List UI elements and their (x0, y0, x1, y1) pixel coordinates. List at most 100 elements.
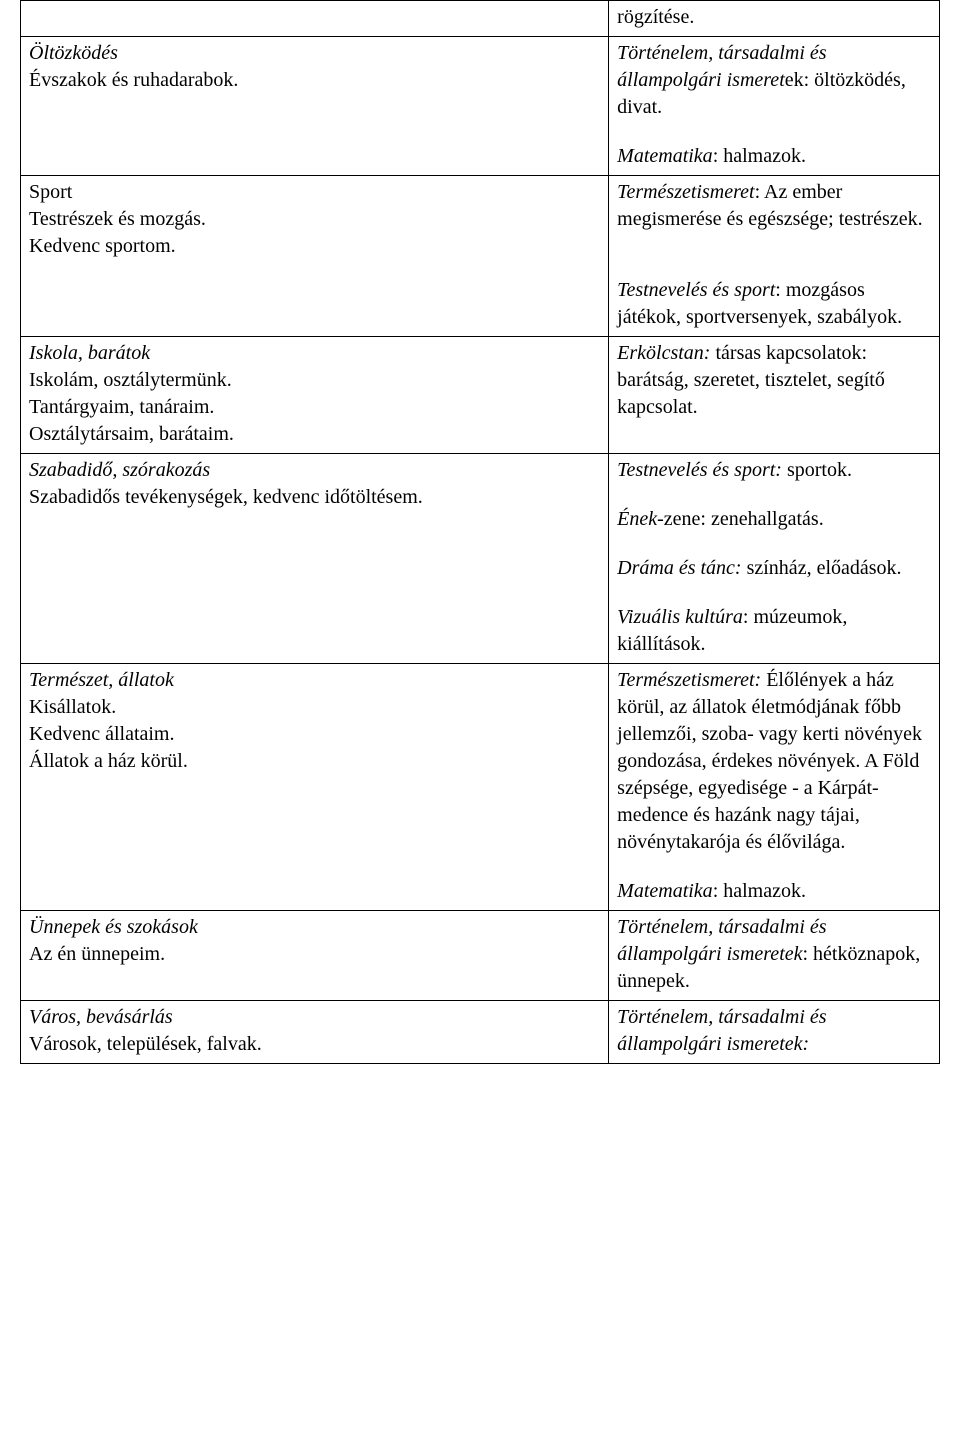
table-row: Szabadidő, szórakozás Szabadidős tevékeny… (21, 454, 940, 664)
text-segment: Dráma és tánc: (617, 557, 741, 579)
text-segment: Évszakok és ruhadarabok. (29, 69, 238, 91)
table-body: rögzítése. Öltözködés Évszakok és ruhadara… (21, 1, 940, 1064)
text-segment: Kedvenc állataim. (29, 723, 175, 745)
text-line: Testnevelés és sport: sportok. (617, 457, 931, 484)
table-cell: Történelem, társadalmi és állampolgári i… (609, 37, 940, 176)
text-line: Az én ünnepeim. (29, 941, 600, 968)
text-line: Matematika: halmazok. (617, 143, 931, 170)
text-line: Kisállatok. (29, 694, 600, 721)
text-segment: Vizuális kultúra (617, 606, 743, 628)
table-row: Iskola, barátok Iskolám, osztálytermünk. T… (21, 337, 940, 454)
text-line: Matematika: halmazok. (617, 878, 931, 905)
text-segment: Történelem, társadalmi és állampolgári i… (617, 916, 826, 965)
text-segment: Öltözködés (29, 42, 118, 64)
text-segment: színház, előadások. (742, 557, 902, 579)
text-segment: Sport (29, 181, 72, 203)
text-segment: Testrészek és mozgás. (29, 208, 206, 230)
text-segment: zene: zenehallgatás. (664, 508, 824, 530)
spacer (617, 484, 931, 506)
text-segment: Természetismeret: (617, 669, 761, 691)
text-line: Tantárgyaim, tanáraim. (29, 394, 600, 421)
text-segment: Kisállatok. (29, 696, 116, 718)
spacer (617, 121, 931, 143)
table-cell: Történelem, társadalmi és állampolgári i… (609, 1001, 940, 1064)
table-row: Ünnepek és szokások Az én ünnepeim. Történ… (21, 911, 940, 1001)
table-cell (21, 1, 609, 37)
spacer (617, 856, 931, 878)
text-line: Erkölcstan: társas kapcsolatok: barátság… (617, 340, 931, 421)
text-segment: Állatok a ház körül. (29, 750, 188, 772)
text-segment: : halmazok. (713, 145, 806, 167)
text-segment: Az én ünnepeim. (29, 943, 165, 965)
text-line: Kedvenc állataim. (29, 721, 600, 748)
text-segment: : halmazok. (713, 880, 806, 902)
table-cell: Szabadidő, szórakozás Szabadidős tevékeny… (21, 454, 609, 664)
text-segment: Ünnepek és szokások (29, 916, 198, 938)
table-cell: Erkölcstan: társas kapcsolatok: barátság… (609, 337, 940, 454)
text-segment: Erkölcstan: (617, 342, 710, 364)
table-row: rögzítése. (21, 1, 940, 37)
text-segment: Testnevelés és sport (617, 279, 775, 301)
table-cell: Sport Testrészek és mozgás. Kedvenc sporto… (21, 176, 609, 337)
text-line: rögzítése. (617, 4, 931, 31)
table-cell: Történelem, társadalmi és állampolgári i… (609, 911, 940, 1001)
text-line: Szabadidős tevékenységek, kedvenc időtöl… (29, 484, 600, 511)
table-cell: Öltözködés Évszakok és ruhadarabok. (21, 37, 609, 176)
text-segment: Történelem, társadalmi és állampolgári i… (617, 1006, 826, 1055)
text-line: Állatok a ház körül. (29, 748, 600, 775)
spacer (617, 582, 931, 604)
text-line: Természetismeret: Az ember megismerése é… (617, 179, 931, 233)
table-cell: Természetismeret: Élőlények a ház körül,… (609, 664, 940, 911)
table-cell: Természetismeret: Az ember megismerése é… (609, 176, 940, 337)
text-segment: Tantárgyaim, tanáraim. (29, 396, 214, 418)
text-segment: Természet, állatok (29, 669, 174, 691)
text-segment: Szabadidős tevékenységek, kedvenc időtöl… (29, 486, 423, 508)
table-cell: Város, bevásárlás Városok, települések, f… (21, 1001, 609, 1064)
spacer (617, 533, 931, 555)
text-segment: Matematika (617, 145, 713, 167)
table-row: Város, bevásárlás Városok, települések, f… (21, 1001, 940, 1064)
text-line: Vizuális kultúra: múzeumok, kiállítások. (617, 604, 931, 658)
text-segment: Iskola, barátok (29, 342, 150, 364)
text-segment: Város, bevásárlás (29, 1006, 173, 1028)
text-line: Város, bevásárlás (29, 1004, 600, 1031)
text-segment: Testnevelés és sport: (617, 459, 782, 481)
text-line: Természetismeret: Élőlények a ház körül,… (617, 667, 931, 856)
table-row: Sport Testrészek és mozgás. Kedvenc sporto… (21, 176, 940, 337)
text-line: Városok, települések, falvak. (29, 1031, 600, 1058)
text-line: Ének-zene: zenehallgatás. (617, 506, 931, 533)
text-segment: Ének- (617, 508, 664, 530)
text-segment: Matematika (617, 880, 713, 902)
text-line: Szabadidő, szórakozás (29, 457, 600, 484)
table-cell: Természet, állatok Kisállatok. Kedvenc áll… (21, 664, 609, 911)
text-line: Kedvenc sportom. (29, 233, 600, 260)
text-segment: Osztálytársaim, barátaim. (29, 423, 234, 445)
table-cell: Ünnepek és szokások Az én ünnepeim. (21, 911, 609, 1001)
text-segment: Szabadidő, szórakozás (29, 459, 210, 481)
text-segment: sportok. (782, 459, 852, 481)
text-line: Öltözködés (29, 40, 600, 67)
text-line: Történelem, társadalmi és állampolgári i… (617, 914, 931, 995)
text-line: Osztálytársaim, barátaim. (29, 421, 600, 448)
text-segment: Élőlények a ház körül, az állatok életmó… (617, 669, 922, 853)
text-line: Sport (29, 179, 600, 206)
table-cell: Iskola, barátok Iskolám, osztálytermünk. T… (21, 337, 609, 454)
text-segment: Városok, települések, falvak. (29, 1033, 262, 1055)
table-row: Öltözködés Évszakok és ruhadarabok. Történ… (21, 37, 940, 176)
text-line: Történelem, társadalmi és állampolgári i… (617, 40, 931, 121)
curriculum-table: rögzítése. Öltözködés Évszakok és ruhadara… (20, 0, 940, 1064)
text-line: Iskola, barátok (29, 340, 600, 367)
spacer (617, 255, 931, 277)
text-segment: Kedvenc sportom. (29, 235, 176, 257)
table-cell: rögzítése. (609, 1, 940, 37)
table-cell: Testnevelés és sport: sportok. Ének-zene:… (609, 454, 940, 664)
text-line: Évszakok és ruhadarabok. (29, 67, 600, 94)
text-line: Testrészek és mozgás. (29, 206, 600, 233)
spacer (617, 233, 931, 255)
text-segment: Iskolám, osztálytermünk. (29, 369, 232, 391)
text-line: Ünnepek és szokások (29, 914, 600, 941)
text-segment: rögzítése. (617, 6, 694, 28)
text-line: Történelem, társadalmi és állampolgári i… (617, 1004, 931, 1058)
text-line: Iskolám, osztálytermünk. (29, 367, 600, 394)
text-line: Természet, állatok (29, 667, 600, 694)
